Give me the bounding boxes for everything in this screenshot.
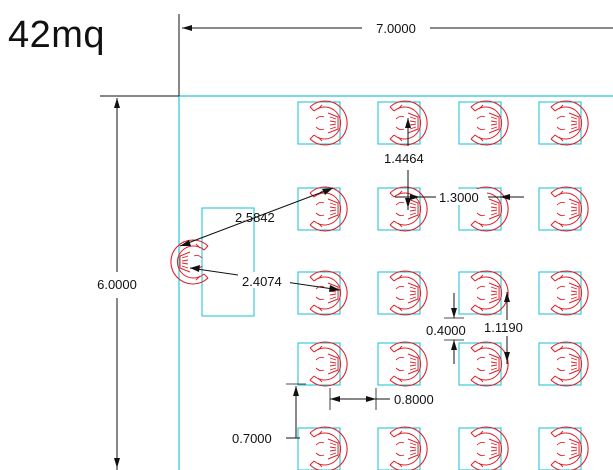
radius-a-label: 2.5842 <box>235 210 275 225</box>
radius-b-label: 2.4074 <box>242 274 282 289</box>
chair-width-label: 1.1190 <box>484 320 523 335</box>
desk-chair-unit <box>297 426 348 470</box>
chair-icon <box>550 186 589 232</box>
seat-depth-label: 0.4000 <box>426 323 466 338</box>
chair-icon <box>389 426 428 470</box>
chair-icon <box>550 426 589 470</box>
podium-area <box>201 207 255 317</box>
desk-chair-unit <box>377 341 428 387</box>
radius-a-line <box>179 187 334 247</box>
arrow-icon <box>330 396 340 402</box>
desk-chair-unit <box>297 341 348 387</box>
desk-chair-unit <box>458 270 509 316</box>
chair-icon <box>309 100 348 146</box>
desk-chair-unit <box>297 270 348 316</box>
chair-icon <box>309 426 348 470</box>
overall-height-label: 6.0000 <box>97 277 137 292</box>
desk-chair-unit <box>458 186 509 232</box>
col-gap-label: 1.3000 <box>439 190 479 205</box>
arrow-icon <box>190 265 200 272</box>
chair-icon <box>389 186 428 232</box>
desk-chair-unit <box>458 100 509 146</box>
chair-icon <box>470 426 509 470</box>
desk-chair-unit <box>458 426 509 470</box>
chair-icon <box>309 341 348 387</box>
row-gap-label: 1.4464 <box>384 151 424 166</box>
arrow-icon <box>500 194 510 200</box>
area-label: 42mq <box>8 14 106 56</box>
desk-chair-unit <box>538 270 589 316</box>
arrow-icon <box>114 98 120 108</box>
chair-icon <box>389 341 428 387</box>
arrow-icon <box>405 118 411 128</box>
arrow-icon <box>293 386 299 396</box>
chair-icon <box>389 270 428 316</box>
desk-chair-unit <box>538 100 589 146</box>
chair-icon <box>550 270 589 316</box>
chair-icon <box>470 270 509 316</box>
bottom-offset-label: 0.7000 <box>232 431 272 446</box>
arrow-icon <box>329 285 340 292</box>
desk-chair-unit <box>377 426 428 470</box>
desk-chair-unit <box>297 186 348 232</box>
desk-chair-unit <box>538 186 589 232</box>
arrow-icon <box>504 352 510 362</box>
desk-chair-unit <box>297 100 348 146</box>
desk-chair-unit <box>377 100 428 146</box>
arrow-icon <box>451 308 457 318</box>
chair-icon <box>309 270 348 316</box>
desk-chair-unit <box>538 341 589 387</box>
desk-chair-unit <box>458 341 509 387</box>
arrow-icon <box>114 458 120 468</box>
desk-chair-unit <box>377 270 428 316</box>
arrow-icon <box>180 240 191 246</box>
chair-icon <box>550 100 589 146</box>
overall-width-label: 7.0000 <box>376 21 416 36</box>
aisle-width-label: 0.8000 <box>394 392 434 407</box>
chair-icon <box>470 100 509 146</box>
chair-icon <box>309 186 348 232</box>
chair-icon <box>550 341 589 387</box>
arrow-icon <box>366 396 376 402</box>
chair-grid <box>297 100 589 470</box>
desk-chair-unit <box>377 186 428 232</box>
desk-chair-unit <box>538 426 589 470</box>
arrow-icon <box>182 25 192 31</box>
arrow-icon <box>322 188 333 195</box>
chair-icon <box>470 341 509 387</box>
arrow-icon <box>405 198 411 208</box>
arrow-icon <box>504 292 510 302</box>
arrow-icon <box>410 194 420 200</box>
arrow-icon <box>451 340 457 350</box>
